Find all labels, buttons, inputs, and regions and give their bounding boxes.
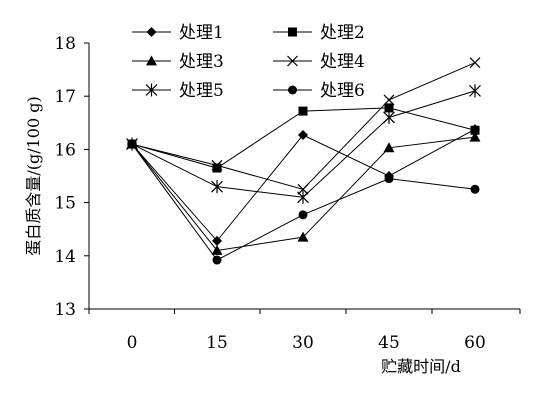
y-tick-label: 18 (54, 34, 76, 54)
legend-label: 处理6 (320, 81, 365, 101)
data-point (383, 142, 395, 153)
legend-marker (288, 27, 297, 37)
series-4 (126, 57, 481, 195)
series-line (131, 128, 476, 242)
y-tick-label: 13 (54, 300, 76, 320)
data-point (212, 255, 222, 265)
y-axis-label: 蛋白质含量/(g/100 g) (24, 96, 43, 255)
data-point (384, 103, 394, 113)
data-point (383, 94, 395, 106)
series-1 (127, 124, 480, 246)
y-tick-label: 17 (54, 87, 76, 107)
legend-marker (146, 55, 157, 66)
plot-area (88, 43, 520, 310)
legend-label: 处理3 (179, 52, 224, 72)
data-point (298, 130, 308, 141)
data-point (469, 131, 481, 142)
data-point (298, 106, 308, 116)
x-tick-label: 30 (292, 333, 314, 353)
data-point (383, 110, 395, 124)
x-axis-ticks: 0 15 30 45 60 (88, 309, 521, 353)
legend-marker (145, 83, 158, 97)
data-point (212, 163, 222, 173)
legend-label: 处理2 (320, 23, 365, 43)
series-6 (127, 139, 480, 265)
legend-item: 处理1 (132, 23, 224, 43)
data-point (470, 184, 480, 194)
data-point (469, 57, 481, 69)
y-tick-label: 16 (54, 140, 76, 160)
legend-label: 处理1 (179, 23, 224, 43)
data-point (127, 139, 137, 149)
x-axis-label: 贮藏时间/d (381, 357, 461, 376)
x-tick-label: 0 (127, 333, 138, 353)
legend-item: 处理2 (273, 23, 365, 43)
x-tick-label: 60 (464, 333, 486, 353)
data-point (384, 174, 394, 184)
legend-item: 处理5 (132, 81, 224, 101)
legend-marker (287, 55, 298, 67)
y-tick-label: 15 (54, 194, 76, 214)
series-5 (126, 84, 481, 204)
x-tick-label: 15 (206, 333, 228, 353)
legend: 处理1 处理2 处理3 处理4 处理5 处理6 (132, 23, 365, 101)
x-tick-label: 45 (378, 333, 400, 353)
legend-marker (146, 27, 157, 37)
data-point (298, 210, 308, 220)
legend-item: 处理3 (132, 52, 224, 72)
data-point (211, 244, 223, 255)
data-point (297, 231, 309, 242)
data-point (469, 84, 481, 98)
legend-label: 处理5 (179, 81, 224, 101)
data-point (211, 159, 223, 171)
data-point (470, 125, 480, 135)
data-point (297, 190, 309, 204)
legend-marker (288, 85, 297, 95)
legend-item: 处理4 (273, 52, 365, 72)
y-tick-label: 14 (54, 247, 76, 267)
data-point (211, 180, 223, 194)
data-point (212, 235, 222, 246)
legend-label: 处理4 (320, 52, 365, 72)
series-layer (126, 57, 481, 265)
y-axis-ticks: 13 14 15 16 17 18 (54, 34, 89, 320)
data-point (297, 183, 309, 195)
legend-item: 处理6 (273, 81, 365, 101)
